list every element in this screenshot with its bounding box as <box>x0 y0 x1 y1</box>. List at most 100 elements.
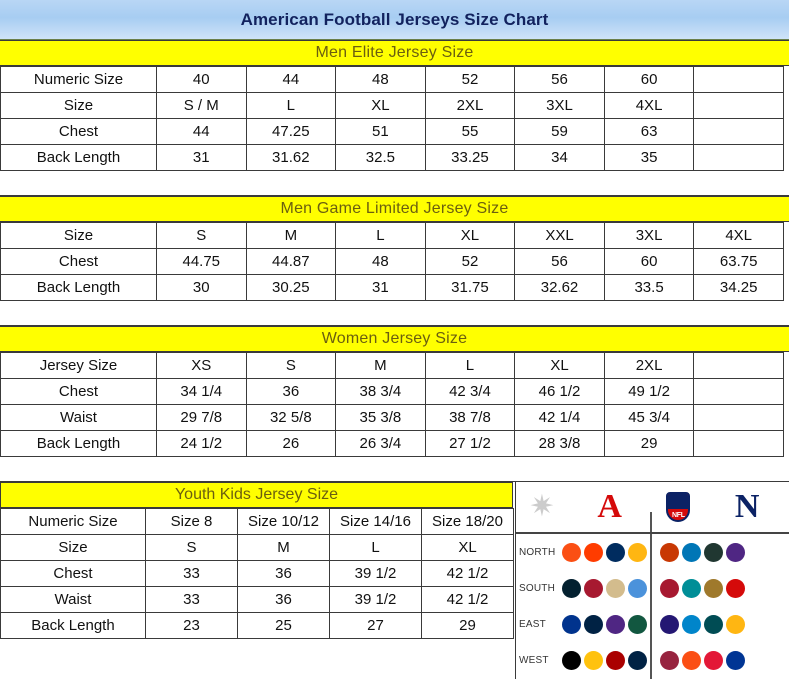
data-cell: XL <box>421 534 514 561</box>
nfl-shield-slot: NFL <box>652 482 706 532</box>
data-cell: 63 <box>603 118 695 145</box>
data-cell: 48 <box>335 248 426 275</box>
row-header-cell: Jersey Size <box>0 352 157 379</box>
data-cell: 44.75 <box>155 248 247 275</box>
row-header-cell: Chest <box>0 118 157 145</box>
section-women: Women Jersey Size Jersey Size XS S M L XL 2XL Ch… <box>0 326 789 482</box>
raiders-logo <box>562 650 581 670</box>
table-row: Chest 44.75 44.87 48 52 56 60 63.75 <box>0 248 784 275</box>
afc-letter-icon: A <box>597 488 622 525</box>
49ers-logo <box>606 650 625 670</box>
youth-section: Youth Kids Jersey Size Numeric Size Size … <box>0 482 515 639</box>
data-cell: XL <box>424 222 516 249</box>
data-cell: 3XL <box>514 92 605 119</box>
table-row: Numeric Size Size 8 Size 10/12 Size 14/16 Si… <box>0 508 514 535</box>
youth-size-table: Numeric Size Size 8 Size 10/12 Size 14/16 Si… <box>0 508 514 639</box>
data-cell: S <box>245 352 337 379</box>
men-game-limited-heading-band: Men Game Limited Jersey Size <box>0 196 789 222</box>
data-cell: 42 1/2 <box>421 586 514 613</box>
data-cell: 46 1/2 <box>514 378 605 405</box>
data-cell: 39 1/2 <box>329 586 422 613</box>
division-row-south: SOUTH <box>516 570 789 606</box>
data-cell: 45 3/4 <box>603 404 695 431</box>
row-header-cell: Waist <box>0 586 146 613</box>
data-cell: 31.62 <box>245 144 337 171</box>
youth-section-heading: Youth Kids Jersey Size <box>174 486 339 503</box>
colts-logo <box>606 542 625 562</box>
data-cell: 56 <box>514 66 605 93</box>
section-spacer <box>0 457 789 482</box>
data-cell: L <box>245 92 337 119</box>
redskins-logo <box>726 614 745 634</box>
men-elite-heading-band: Men Elite Jersey Size <box>0 40 789 66</box>
empty-cell <box>693 66 784 93</box>
empty-cell <box>693 352 784 379</box>
data-cell: 31 <box>155 144 247 171</box>
empty-cell <box>693 144 784 171</box>
data-cell: 34.25 <box>693 274 784 301</box>
youth-section-heading-band: Youth Kids Jersey Size <box>0 482 513 508</box>
empty-cell <box>693 118 784 145</box>
texans-star-logo <box>562 578 581 598</box>
table-row: Back Length 24 1/2 26 26 3/4 27 1/2 28 3/8 29 <box>0 430 784 457</box>
size-sections-container: Men Elite Jersey Size Numeric Size 40 44 48 5… <box>0 40 789 482</box>
dolphins-logo <box>682 578 701 598</box>
division-row-west: WEST <box>516 642 789 678</box>
data-cell: 44.87 <box>245 248 337 275</box>
nfl-shield-icon: NFL <box>666 492 691 522</box>
data-cell: 31 <box>335 274 426 301</box>
row-header-cell: Back Length <box>0 144 157 171</box>
data-cell: Size 14/16 <box>329 508 422 535</box>
data-cell: 47.25 <box>245 118 337 145</box>
table-row: Jersey Size XS S M L XL 2XL <box>0 352 784 379</box>
falcons-logo <box>660 578 679 598</box>
data-cell: S <box>155 222 247 249</box>
data-cell: M <box>237 534 330 561</box>
patriots-logo <box>584 614 603 634</box>
data-cell: S / M <box>155 92 247 119</box>
data-cell: 29 <box>603 430 695 457</box>
data-cell: 35 <box>603 144 695 171</box>
table-row: Waist 33 36 39 1/2 42 1/2 <box>0 586 514 613</box>
afc-team-group <box>562 614 650 634</box>
data-cell: 23 <box>145 612 238 639</box>
data-cell: Size 8 <box>145 508 238 535</box>
data-cell: 30 <box>155 274 247 301</box>
data-cell: 29 7/8 <box>155 404 247 431</box>
data-cell: 60 <box>603 66 695 93</box>
data-cell: 4XL <box>693 222 784 249</box>
data-cell: 52 <box>424 248 516 275</box>
afc-team-group <box>562 578 650 598</box>
row-header-cell: Waist <box>0 404 157 431</box>
row-header-cell: Chest <box>0 560 146 587</box>
data-cell: 63.75 <box>693 248 784 275</box>
data-cell: XL <box>514 352 605 379</box>
row-header-cell: Size <box>0 534 146 561</box>
data-cell: 42 1/2 <box>421 560 514 587</box>
titans-logo <box>628 578 647 598</box>
data-cell: 33.25 <box>424 144 516 171</box>
data-cell: 32.62 <box>514 274 605 301</box>
division-row-east: EAST <box>516 606 789 642</box>
saints-logo <box>606 578 625 598</box>
nfl-shield-label: NFL <box>672 512 685 519</box>
data-cell: L <box>424 352 516 379</box>
starburst-icon: ✷ <box>529 490 555 523</box>
steelers-logo <box>628 542 647 562</box>
data-cell: L <box>329 534 422 561</box>
chargers-logo <box>584 650 603 670</box>
section-men-game-limited: Men Game Limited Jersey Size Size S M L XL XXL… <box>0 196 789 326</box>
empty-cell <box>693 404 784 431</box>
data-cell: 38 3/4 <box>335 378 426 405</box>
data-cell: 55 <box>424 118 516 145</box>
women-heading: Women Jersey Size <box>321 330 468 347</box>
division-rows: NORTH SOUTH EAST WEST <box>516 534 789 678</box>
giants-logo <box>606 614 625 634</box>
data-cell: 52 <box>424 66 516 93</box>
data-cell: Size 18/20 <box>421 508 514 535</box>
data-cell: 34 <box>514 144 605 171</box>
data-cell: 51 <box>335 118 426 145</box>
data-cell: 59 <box>514 118 605 145</box>
data-cell: 32.5 <box>335 144 426 171</box>
data-cell: 27 1/2 <box>424 430 516 457</box>
